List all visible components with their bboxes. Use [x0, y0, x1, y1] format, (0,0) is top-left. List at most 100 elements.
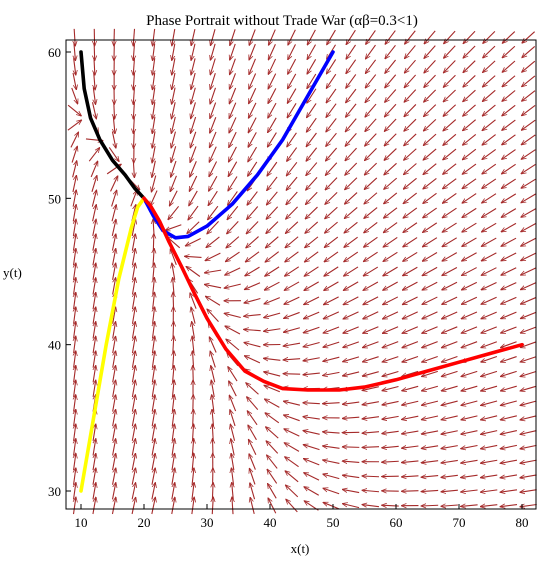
field-arrow [152, 116, 155, 134]
field-arrow [231, 453, 234, 471]
field-arrow [192, 424, 193, 441]
field-arrow [229, 102, 237, 119]
field-arrow [268, 88, 277, 103]
field-arrow [133, 102, 134, 119]
field-arrow [443, 104, 457, 117]
field-arrow [267, 455, 278, 469]
field-arrow [461, 459, 478, 463]
field-arrow [402, 461, 419, 463]
field-arrow [248, 132, 257, 147]
field-arrow [422, 252, 438, 262]
field-arrow [152, 72, 154, 90]
field-arrow [303, 445, 320, 451]
field-arrow [93, 439, 96, 456]
field-arrow [520, 400, 537, 405]
field-arrow [443, 74, 456, 87]
field-arrow [307, 44, 316, 60]
field-arrow [151, 483, 155, 500]
field-arrow [93, 278, 96, 295]
y-tick-label: 50 [48, 191, 61, 206]
field-arrow [211, 366, 216, 383]
field-arrow [365, 103, 377, 117]
field-arrow [500, 430, 517, 435]
field-arrow [502, 75, 516, 87]
x-tick-label: 10 [75, 515, 88, 530]
field-arrow [401, 476, 419, 477]
field-arrow [424, 45, 436, 59]
field-arrow [441, 370, 458, 376]
field-arrow [342, 402, 360, 404]
field-arrow [303, 459, 320, 466]
field-arrow [304, 266, 319, 276]
field-arrow [405, 45, 416, 58]
field-arrow [461, 385, 478, 391]
x-tick-label: 40 [264, 515, 277, 530]
field-arrow [403, 192, 418, 203]
field-arrow [111, 234, 115, 251]
field-arrow [151, 409, 155, 427]
field-arrow [90, 161, 98, 178]
field-arrow [153, 43, 155, 61]
field-arrow [461, 415, 478, 420]
field-arrow [307, 73, 317, 89]
field-arrow [345, 118, 357, 132]
field-arrow [325, 162, 338, 176]
field-arrow [207, 221, 219, 233]
field-arrow [133, 43, 134, 61]
field-arrow [244, 329, 261, 330]
field-arrow [264, 372, 281, 377]
field-arrow [462, 163, 477, 174]
field-arrow [307, 103, 317, 117]
field-arrow [383, 281, 398, 290]
field-arrow [266, 191, 278, 205]
field-arrow [288, 58, 297, 74]
field-arrow [363, 341, 379, 348]
field-arrow [153, 322, 155, 339]
field-arrow [152, 87, 154, 104]
field-arrow [403, 251, 418, 261]
field-arrow [228, 367, 238, 382]
field-arrow [384, 118, 397, 131]
field-arrow [520, 415, 537, 420]
field-arrow [522, 31, 535, 43]
field-arrow [362, 371, 379, 376]
field-arrow [133, 58, 134, 75]
field-arrow [210, 351, 216, 368]
field-arrow [244, 297, 261, 303]
field-arrow [112, 409, 116, 427]
field-arrow [442, 207, 457, 217]
field-arrow [421, 490, 439, 491]
field-arrow [481, 415, 498, 420]
field-arrow [133, 72, 134, 90]
field-arrow [246, 383, 259, 395]
field-arrow [192, 497, 194, 515]
field-arrow [323, 474, 340, 480]
field-arrow [92, 249, 96, 266]
field-arrow [268, 117, 277, 133]
field-arrow [402, 415, 419, 419]
field-arrow [442, 281, 458, 290]
field-arrow [152, 145, 156, 163]
field-arrow [424, 30, 436, 44]
field-arrow [229, 381, 237, 397]
field-arrow [131, 336, 135, 354]
field-arrow [463, 75, 476, 87]
field-arrow [210, 117, 217, 133]
field-arrow [520, 341, 537, 348]
field-arrow [483, 60, 496, 73]
field-arrow [111, 219, 116, 237]
field-arrow [152, 366, 154, 383]
field-arrow [172, 72, 176, 90]
axes: 10 20 30 40 50 60 70 80 30 40 50 60 [48, 39, 537, 530]
field-arrow [91, 190, 96, 207]
field-arrow [366, 30, 376, 44]
field-arrow [402, 446, 419, 448]
field-arrow [327, 29, 336, 45]
field-arrow [112, 351, 116, 368]
field-arrow [482, 208, 497, 218]
field-arrow [244, 282, 261, 290]
field-arrow [133, 87, 134, 104]
field-arrow [502, 119, 516, 130]
field-arrow [422, 385, 439, 391]
field-arrow [463, 45, 476, 58]
